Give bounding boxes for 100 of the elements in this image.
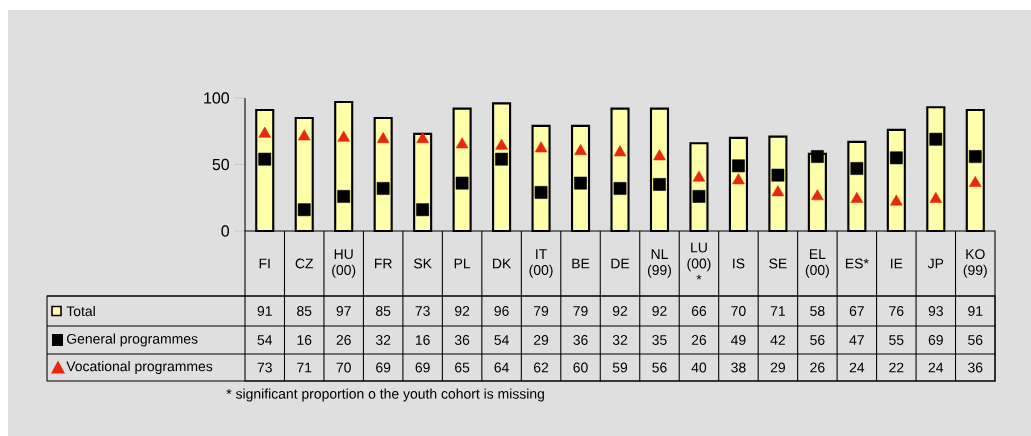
point xyxy=(574,144,587,155)
data-label: 47 xyxy=(849,335,864,345)
data-label: 92 xyxy=(652,306,667,316)
y-tick-label: 100 xyxy=(204,92,230,104)
data-label: 49 xyxy=(730,335,746,345)
point xyxy=(574,176,587,190)
data-label: 67 xyxy=(849,306,864,316)
x-tick-label: DE xyxy=(611,258,630,269)
y-tick-label: 0 xyxy=(221,225,230,237)
point xyxy=(890,194,903,206)
data-label: 71 xyxy=(770,306,785,316)
y-tick-label: 50 xyxy=(212,158,230,171)
data-label: 16 xyxy=(415,335,430,345)
data-label: 54 xyxy=(257,335,273,345)
x-tick-label: ES* xyxy=(845,258,869,269)
data-label: 36 xyxy=(573,335,588,345)
legend-label: General programmes xyxy=(66,333,198,347)
data-label: 97 xyxy=(336,306,351,316)
point xyxy=(258,126,271,138)
data-label: 85 xyxy=(376,306,391,316)
point xyxy=(534,141,548,153)
data-label: 38 xyxy=(731,362,746,373)
point xyxy=(337,190,351,203)
x-tick-label: SE xyxy=(769,258,787,269)
data-label: 69 xyxy=(928,335,943,345)
point xyxy=(969,175,982,187)
data-label: 69 xyxy=(415,362,430,373)
data-label: 92 xyxy=(612,306,628,316)
data-label: 66 xyxy=(691,306,707,316)
x-tick-label: IE xyxy=(891,258,903,269)
point xyxy=(653,149,666,161)
point xyxy=(416,132,429,143)
point xyxy=(297,203,311,217)
legend-label: Vocational programmes xyxy=(66,361,213,374)
point xyxy=(771,185,785,197)
data-label: 60 xyxy=(573,362,588,373)
point xyxy=(850,191,864,203)
data-label: 22 xyxy=(889,362,904,373)
point xyxy=(534,186,548,199)
data-label: 26 xyxy=(336,335,351,345)
point xyxy=(771,168,785,182)
data-label: 76 xyxy=(889,306,904,316)
data-label: 29 xyxy=(534,335,549,345)
data-label: 32 xyxy=(612,335,628,345)
data-label: 56 xyxy=(652,362,667,373)
data-label: 62 xyxy=(534,362,549,373)
x-tick-label: BE xyxy=(572,258,590,269)
point xyxy=(258,152,272,166)
x-tick-label: CZ xyxy=(295,258,314,269)
point xyxy=(811,189,824,201)
point xyxy=(692,190,706,203)
data-label: 91 xyxy=(257,306,272,316)
x-tick-label: LU (00) * xyxy=(687,242,711,280)
x-tick-label: KO (99) xyxy=(963,249,987,278)
data-label: 70 xyxy=(336,362,351,373)
point xyxy=(455,176,469,190)
point xyxy=(495,138,508,150)
data-label: 73 xyxy=(415,306,430,316)
data-label: 79 xyxy=(573,306,588,316)
x-tick-label: FI xyxy=(259,258,270,269)
point xyxy=(850,162,864,175)
data-label: 56 xyxy=(810,335,825,345)
text: * significant proportion o the youth cohort is missing xyxy=(226,388,544,402)
data-label: 71 xyxy=(297,362,312,373)
data-label: 69 xyxy=(376,362,391,373)
point xyxy=(811,150,824,163)
data-label: 26 xyxy=(691,335,707,345)
point xyxy=(416,203,430,217)
x-tick-label: NL (99) xyxy=(647,249,672,278)
x-tick-label: PL xyxy=(454,258,471,269)
point xyxy=(455,137,469,149)
data-label: 54 xyxy=(494,335,509,345)
point xyxy=(968,150,982,163)
x-tick-label: DK xyxy=(493,258,512,269)
data-label: 36 xyxy=(968,362,983,373)
point xyxy=(613,182,627,195)
data-label: 93 xyxy=(928,306,943,316)
data-label: 85 xyxy=(297,306,312,316)
data-label: 24 xyxy=(928,362,944,373)
point xyxy=(929,132,943,146)
legend-label: Total xyxy=(66,305,95,317)
data-label: 64 xyxy=(494,362,509,373)
data-label: 32 xyxy=(375,335,391,345)
data-label: 24 xyxy=(849,362,865,373)
x-tick-label: IT (00) xyxy=(529,249,553,278)
data-label: 70 xyxy=(731,306,746,316)
data-label: 96 xyxy=(494,306,509,316)
x-tick-label: FR xyxy=(375,258,392,269)
x-tick-label: IS xyxy=(733,258,745,269)
data-label: 29 xyxy=(770,362,785,373)
x-tick-label: EL (00) xyxy=(805,249,829,278)
data-label: 35 xyxy=(652,335,667,345)
data-label: 91 xyxy=(968,306,983,316)
data-label: 40 xyxy=(691,362,707,373)
point xyxy=(495,152,508,166)
point xyxy=(889,151,903,165)
data-label: 56 xyxy=(968,335,983,345)
data-label: 79 xyxy=(534,306,549,316)
point xyxy=(732,173,745,185)
point xyxy=(929,191,943,203)
